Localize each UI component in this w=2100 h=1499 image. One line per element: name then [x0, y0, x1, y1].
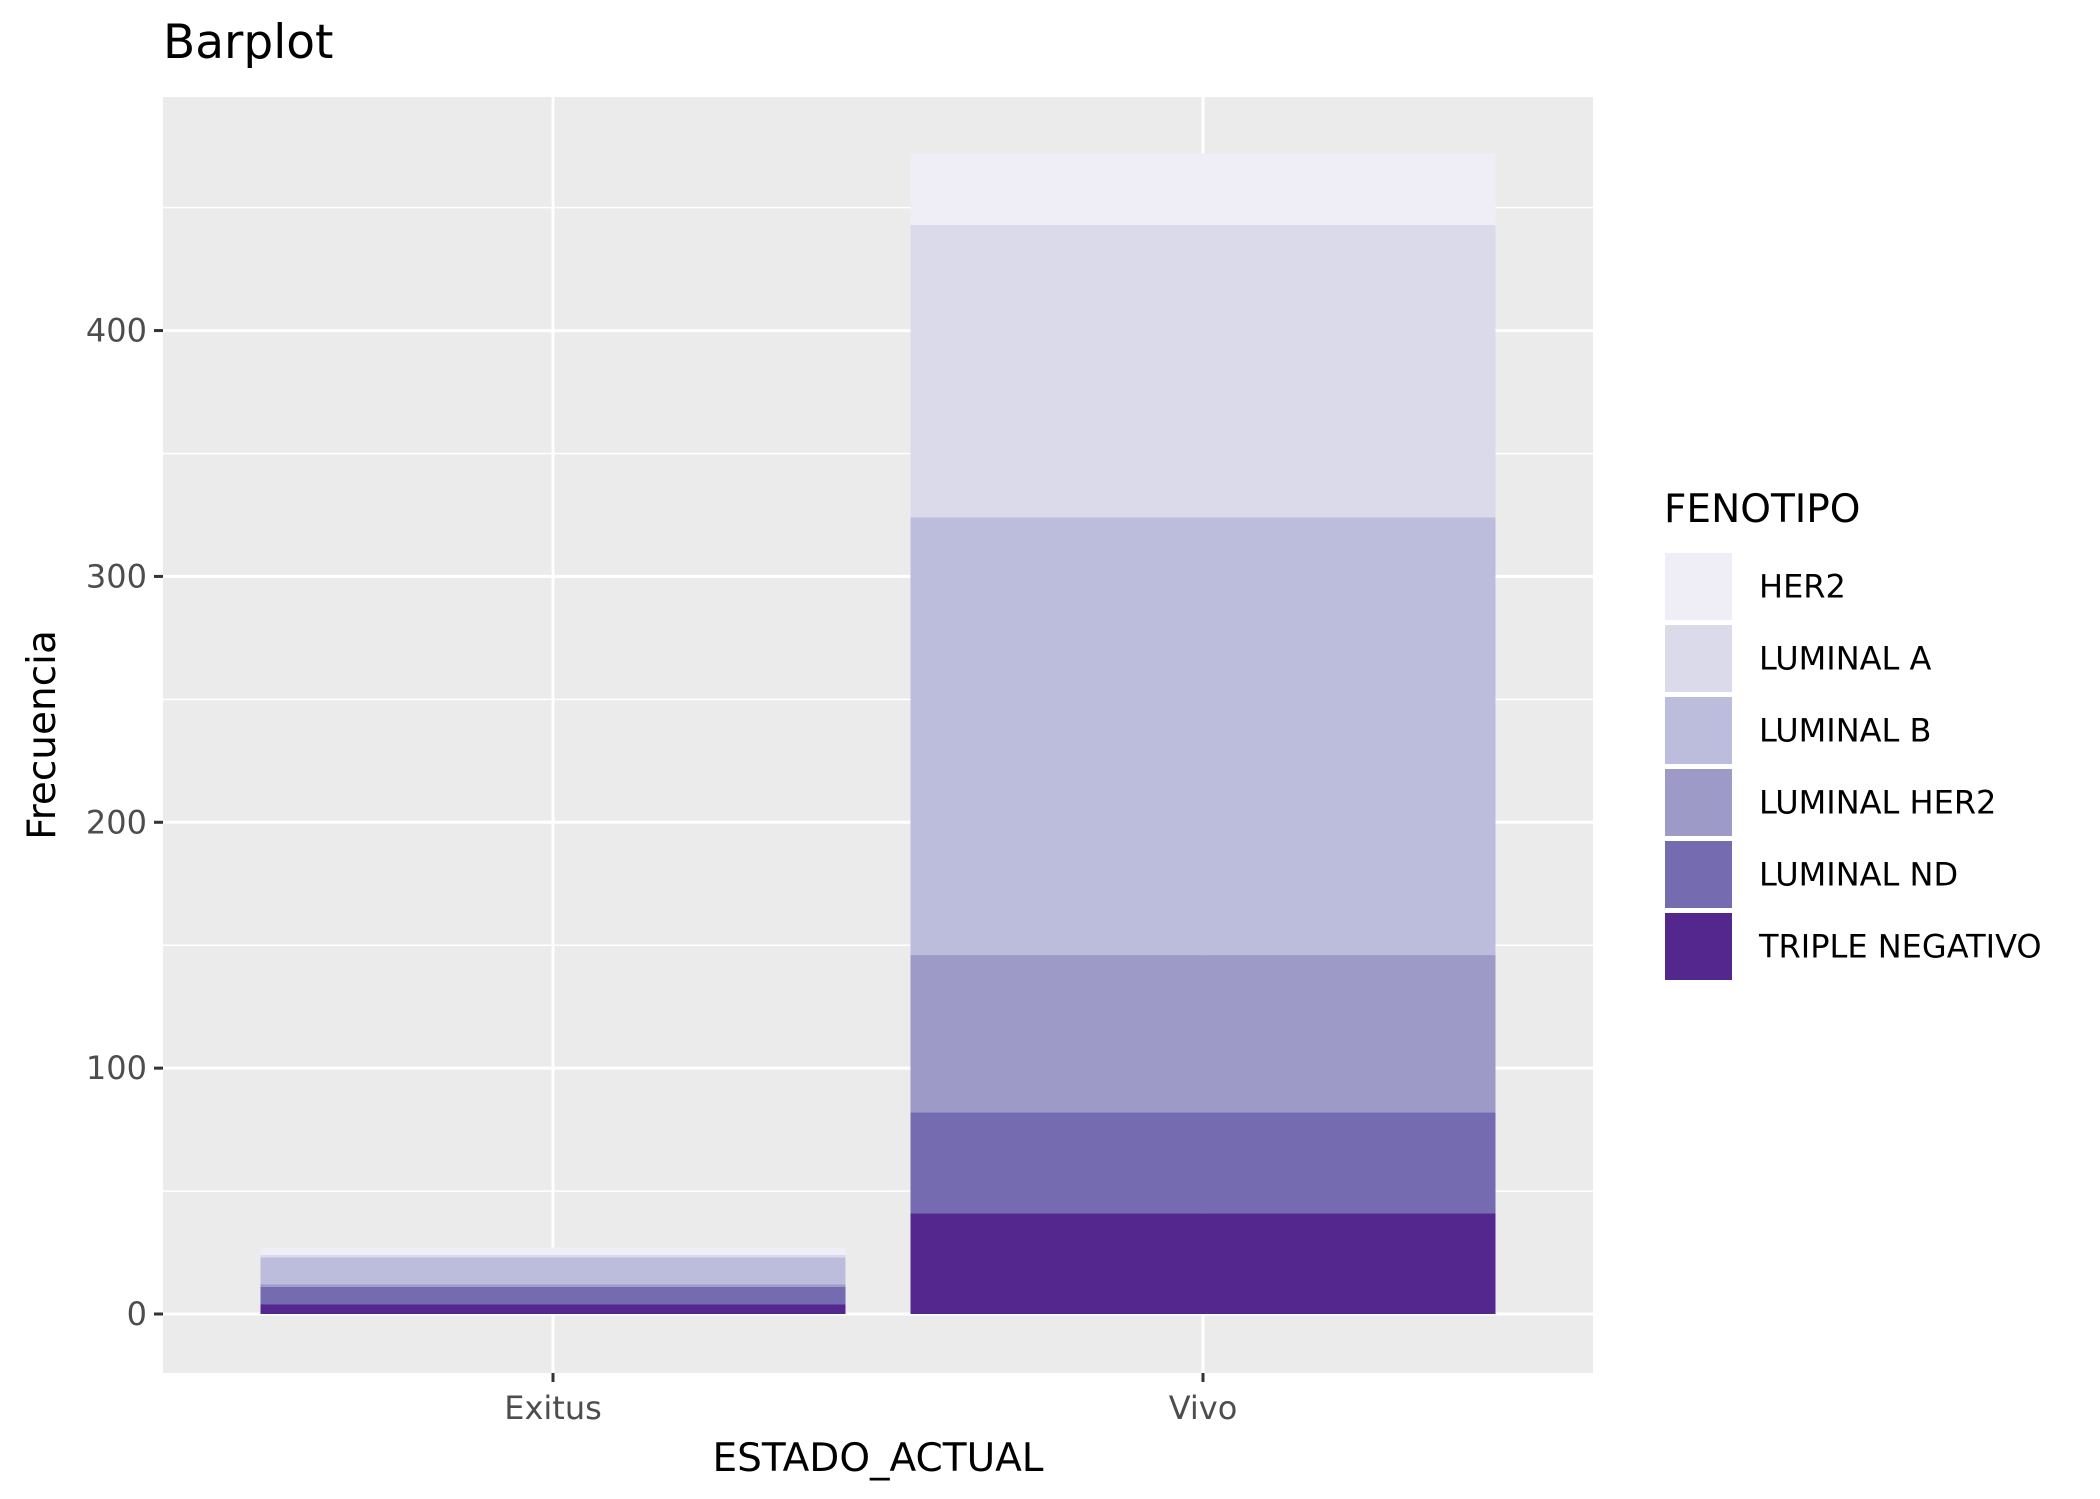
y-tick-label: 100 [86, 1049, 147, 1087]
legend-key [1663, 551, 1734, 622]
legend: FENOTIPO HER2 LUMINAL A LUMINAL B LUMINAL H… [1663, 487, 2042, 982]
legend-key [1663, 839, 1734, 910]
y-axis: 0 100 200 300 400 [86, 312, 163, 1333]
legend-key [1663, 623, 1734, 694]
bar-segment [910, 517, 1496, 956]
bar-segment [260, 1247, 846, 1255]
legend-key [1663, 767, 1734, 838]
bar-segment [260, 1286, 846, 1305]
bar-segment [910, 1112, 1496, 1214]
bar-segment [910, 224, 1496, 518]
y-tick-label: 400 [86, 312, 147, 350]
y-axis-title: Frecuencia [20, 630, 65, 840]
y-tick-label: 200 [86, 803, 147, 841]
chart-title: Barplot [163, 15, 333, 70]
x-axis: Exitus Vivo [504, 1373, 1237, 1427]
y-tick-label: 0 [127, 1295, 147, 1333]
bar-segment [260, 1284, 846, 1287]
legend-label: HER2 [1759, 568, 1846, 606]
y-tick-label: 300 [86, 557, 147, 595]
legend-label: LUMINAL A [1759, 640, 1932, 678]
bar-segment [910, 955, 1496, 1113]
bars [260, 153, 1496, 1314]
bar-segment [910, 153, 1496, 225]
bar-segment [910, 1213, 1496, 1314]
x-tick-label: Vivo [1169, 1389, 1238, 1427]
legend-label: LUMINAL HER2 [1759, 784, 1996, 822]
legend-label: LUMINAL B [1759, 712, 1931, 750]
x-tick-label: Exitus [504, 1389, 602, 1427]
legend-key [1663, 695, 1734, 766]
legend-key [1663, 911, 1734, 982]
legend-title: FENOTIPO [1664, 487, 1861, 532]
x-axis-title: ESTADO_ACTUAL [712, 1436, 1043, 1481]
bar-segment [260, 1254, 846, 1258]
bar-segment [260, 1257, 846, 1285]
bar-segment [260, 1304, 846, 1314]
legend-label: TRIPLE NEGATIVO [1758, 928, 2042, 966]
legend-label: LUMINAL ND [1759, 856, 1958, 894]
